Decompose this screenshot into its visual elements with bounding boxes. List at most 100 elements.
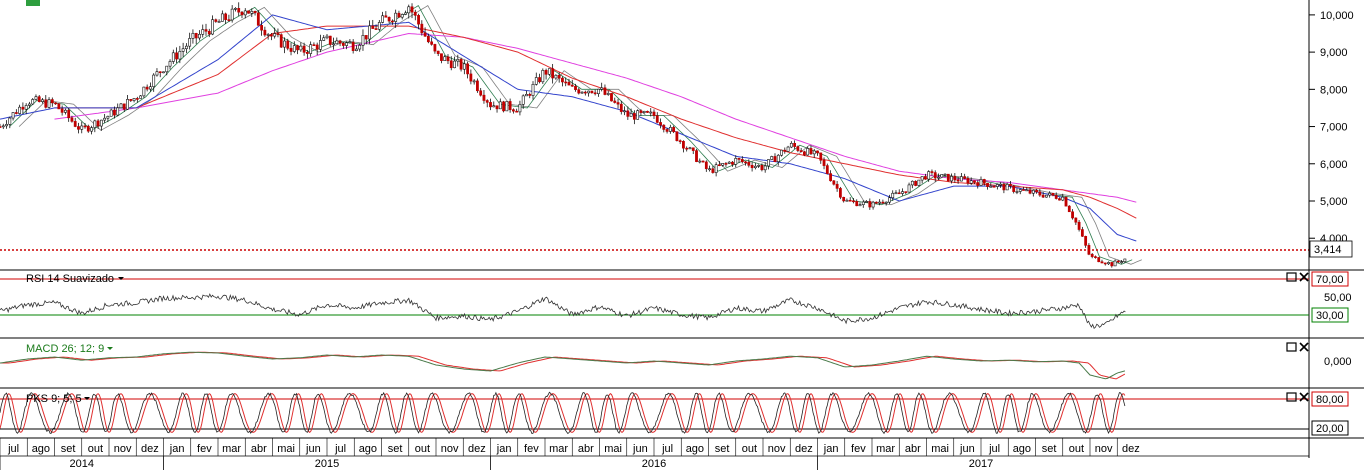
close-icon[interactable] [1299,392,1309,402]
caret-down-icon[interactable] [84,397,90,400]
candle-body [0,126,2,128]
price-y-tick-label: 7,000 [1320,122,1348,134]
caret-down-icon[interactable] [118,277,124,280]
candle-body [845,199,849,202]
candle-body [773,156,777,162]
candle-body [211,19,214,35]
candle-body [426,35,430,43]
candle-body [518,104,522,113]
month-label: dez [795,443,813,455]
month-label: fev [524,443,539,455]
candle-body [564,81,568,84]
macd-line [0,351,1126,380]
candle-body [168,61,172,67]
candle-body [753,165,757,169]
candle-body [897,192,901,195]
rsi-mid-label: 50,00 [1324,292,1352,304]
caret-down-icon[interactable] [107,347,113,350]
candle-body [986,183,989,187]
year-label: 2017 [969,458,993,470]
candle-body [178,51,182,60]
candle-body [531,84,535,96]
candle-body [1123,258,1127,262]
candle-body [603,87,607,95]
month-label: set [388,443,403,455]
candle-body [600,87,604,90]
candle-body [194,33,198,39]
candle-body [103,117,107,121]
candle-body [835,183,839,189]
candle-body [109,109,113,117]
candle-body [139,95,143,99]
candle-body [492,105,496,108]
rsi-upper-label-box [1311,271,1349,287]
candle-body [995,184,999,187]
candle-body [1090,254,1094,257]
candle-body [1120,261,1124,263]
candle-body [574,85,577,90]
candle-body [868,201,872,208]
close-icon[interactable] [1299,342,1309,352]
maximize-icon[interactable] [1286,342,1297,352]
ma-fast-line [9,5,1133,265]
candle-body [623,110,626,113]
candle-body [878,201,882,204]
candle-body [858,204,862,207]
candle-body [28,103,31,106]
candle-body [786,146,790,152]
close-icon[interactable] [1299,272,1309,282]
candle-body [283,40,286,48]
candle-body [816,150,819,154]
pks-panel: PKS 9; 5; 5 80,00 20,00 [0,391,1349,436]
year-label: 2014 [70,458,94,470]
green-square-icon[interactable] [26,0,40,6]
month-label: dez [468,443,486,455]
candle-body [355,48,358,51]
candle-body [1022,189,1025,191]
candle-body [158,71,162,74]
month-label: ago [359,443,377,455]
maximize-icon[interactable] [1286,272,1297,282]
candle-body [21,106,25,110]
month-label: jul [661,443,673,455]
candle-body [907,184,911,193]
maximize-icon[interactable] [1286,392,1297,402]
candle-body [937,176,940,179]
candle-body [757,165,761,167]
candle-body [698,160,702,163]
candle-body [410,6,414,13]
candle-body [234,8,237,10]
candle-body [685,147,689,150]
candle-body [345,42,349,46]
candle-body [554,74,558,79]
candle-body [37,96,41,102]
candle-body [796,146,800,151]
candle-body [1018,189,1022,192]
rsi-title[interactable]: RSI 14 Suavizado [26,273,114,285]
candle-body [842,196,846,202]
candle-body [472,80,476,83]
candle-body [469,73,473,82]
month-label: jan [169,443,185,455]
candle-body [1009,183,1012,187]
candle-body [433,44,437,52]
candle-body [296,45,299,51]
candle-body [305,52,309,54]
macd-title[interactable]: MACD 26; 12; 9 [26,343,104,355]
pks-title[interactable]: PKS 9; 5; 5 [26,393,82,405]
candle-body [430,41,434,45]
candle-body [116,107,120,116]
candle-body [1051,192,1055,196]
candle-body [224,13,228,20]
candle-body [50,99,54,104]
candle-body [8,117,12,125]
candle-body [374,28,378,30]
candle-body [1113,260,1117,267]
candle-body [413,11,417,16]
candle-body [508,101,512,110]
candle-body [155,71,159,76]
candle-body [629,113,633,117]
candle-body [423,32,427,37]
candle-body [1110,262,1114,267]
candle-body [538,77,541,83]
